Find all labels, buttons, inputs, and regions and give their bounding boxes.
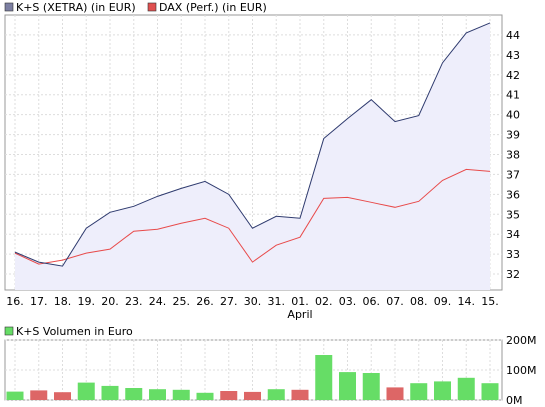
price-x-tick: 19. <box>78 295 96 308</box>
volume-bar <box>125 388 143 400</box>
price-x-tick: 25. <box>173 295 191 308</box>
volume-bar <box>291 389 309 400</box>
volume-y-tick: 200M <box>506 334 537 347</box>
volume-bar <box>244 391 261 400</box>
volume-bar <box>196 392 214 400</box>
volume-bar <box>410 383 428 400</box>
legend-label-dax: DAX (Perf.) (in EUR) <box>159 1 267 14</box>
price-x-tick: 26. <box>196 295 214 308</box>
volume-bar <box>101 385 119 400</box>
price-x-tick: 30. <box>244 295 262 308</box>
price-y-tick: 40 <box>506 109 520 122</box>
price-y-tick: 38 <box>506 148 520 161</box>
price-x-tick: 03. <box>339 295 357 308</box>
volume-bar <box>220 391 238 400</box>
price-y-tick: 43 <box>506 49 520 62</box>
price-area-fill <box>15 22 490 291</box>
price-x-tick: 14. <box>458 295 476 308</box>
price-x-tick: 16. <box>6 295 24 308</box>
volume-bar <box>172 389 190 400</box>
price-x-tick: 01. <box>291 295 309 308</box>
price-y-tick: 36 <box>506 188 520 201</box>
month-label: April <box>287 308 312 321</box>
price-y-tick: 42 <box>506 69 520 82</box>
price-x-tick: 20. <box>101 295 119 308</box>
legend-label-kps: K+S (XETRA) (in EUR) <box>16 1 136 14</box>
legend-label-volume: K+S Volumen in Euro <box>16 325 133 338</box>
volume-bar <box>54 392 71 400</box>
volume-y-tick: 0M <box>506 394 523 407</box>
price-x-tick: 07. <box>386 295 404 308</box>
price-lines <box>14 22 491 267</box>
price-x-tick: 09. <box>434 295 452 308</box>
price-y-tick: 33 <box>506 248 520 261</box>
price-y-tick: 41 <box>506 89 520 102</box>
price-x-tick: 06. <box>363 295 381 308</box>
price-legend: K+S (XETRA) (in EUR) DAX (Perf.) (in EUR… <box>4 1 267 14</box>
volume-bar <box>77 382 95 400</box>
volume-bar <box>149 389 166 400</box>
price-x-tick-labels: 16. 17. 18. 19. 20. 23. 24. 25. 26. 27. 30. 31. 01. 0… <box>6 295 499 308</box>
price-y-tick-labels: 32 33 34 35 36 37 38 39 40 41 42 43 44 <box>506 29 520 281</box>
legend-swatch-volume <box>4 326 14 336</box>
price-x-tick: 15. <box>481 295 499 308</box>
price-x-tick: 23. <box>125 295 143 308</box>
price-x-tick: 18. <box>54 295 72 308</box>
volume-bar <box>362 373 380 400</box>
volume-bars <box>6 355 499 400</box>
volume-bar <box>30 390 48 400</box>
legend-swatch-kps <box>4 2 14 12</box>
price-x-tick: 24. <box>149 295 167 308</box>
price-x-tick: 08. <box>410 295 428 308</box>
volume-bar <box>339 372 356 400</box>
volume-bar <box>457 377 475 400</box>
volume-bar <box>267 389 285 400</box>
price-y-tick: 34 <box>506 228 520 241</box>
legend-swatch-dax <box>147 2 157 12</box>
price-x-tick: 02. <box>315 295 333 308</box>
price-y-tick: 39 <box>506 129 520 142</box>
price-x-tick: 17. <box>30 295 48 308</box>
price-y-tick: 44 <box>506 29 520 42</box>
volume-bar <box>481 383 499 400</box>
volume-y-tick: 100M <box>506 364 537 377</box>
volume-legend: K+S Volumen in Euro <box>4 325 133 338</box>
volume-bar <box>434 381 451 400</box>
price-x-tick: 31. <box>268 295 286 308</box>
price-y-tick: 35 <box>506 208 520 221</box>
dax-line <box>14 168 491 265</box>
kps-area <box>15 22 490 291</box>
price-y-tick: 37 <box>506 168 520 181</box>
price-x-tick: 27. <box>220 295 238 308</box>
volume-bar <box>315 355 333 400</box>
price-y-tick: 32 <box>506 268 520 281</box>
kps-line <box>14 22 491 267</box>
volume-bar <box>6 391 24 400</box>
volume-y-tick-labels: 0M 100M 200M <box>506 334 537 407</box>
volume-bar <box>386 387 404 400</box>
